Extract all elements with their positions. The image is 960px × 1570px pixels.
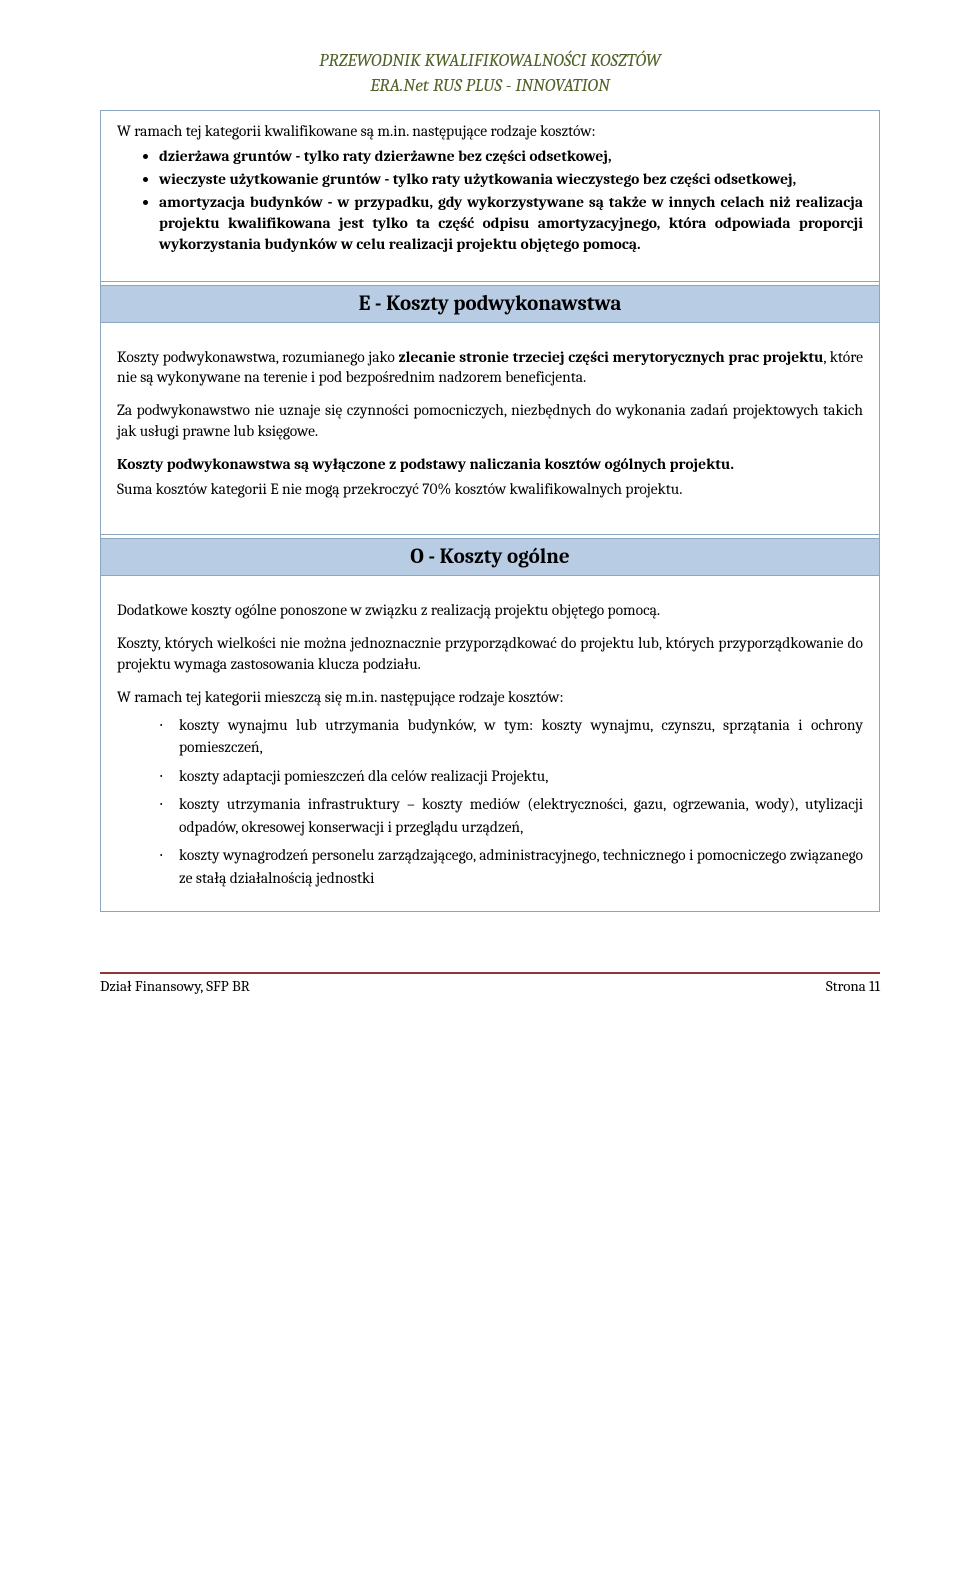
section-o-bullets: koszty wynajmu lub utrzymania budynków, … — [117, 714, 863, 889]
section-e-p4: Suma kosztów kategorii E nie mogą przekr… — [117, 479, 863, 500]
intro-lead: W ramach tej kategorii kwalifikowane są … — [117, 121, 863, 142]
section-e-body: Koszty podwykonawstwa, rozumianego jako … — [101, 323, 879, 535]
section-e-p3: Koszty podwykonawstwa są wyłączone z pod… — [117, 454, 863, 475]
intro-bullet-3: amortyzacja budynków - w przypadku, gdy … — [159, 192, 863, 255]
content-frame: W ramach tej kategorii kwalifikowane są … — [100, 110, 880, 912]
intro-bullet-1: dzierżawa gruntów - tylko raty dzierżawn… — [159, 146, 863, 167]
page: PRZEWODNIK KWALIFIKOWALNOŚCI KOSZTÓW ERA… — [0, 0, 960, 1025]
doc-header-line1: PRZEWODNIK KWALIFIKOWALNOŚCI KOSZTÓW — [100, 50, 880, 71]
footer-right: Strona 11 — [826, 977, 880, 995]
intro-bullets: dzierżawa gruntów - tylko raty dzierżawn… — [117, 146, 863, 255]
intro-bullet-2: wieczyste użytkowanie gruntów - tylko ra… — [159, 169, 863, 190]
section-o-bullet-3: koszty utrzymania infrastruktury – koszt… — [159, 793, 863, 838]
section-e-p1: Koszty podwykonawstwa, rozumianego jako … — [117, 347, 863, 389]
section-e-title: E - Koszty podwykonawstwa — [101, 285, 879, 323]
doc-header-line2: ERA.Net RUS PLUS - INNOVATION — [100, 75, 880, 96]
section-o-body: Dodatkowe koszty ogólne ponoszone w zwią… — [101, 576, 879, 911]
section-o-p3: W ramach tej kategorii mieszczą się m.in… — [117, 687, 863, 708]
intro-block: W ramach tej kategorii kwalifikowane są … — [101, 111, 879, 281]
section-o-bullet-4: koszty wynagrodzeń personelu zarządzając… — [159, 844, 863, 889]
section-o-title: O - Koszty ogólne — [101, 538, 879, 576]
section-o-bullet-2: koszty adaptacji pomieszczeń dla celów r… — [159, 765, 863, 787]
footer-rule — [100, 972, 880, 974]
section-o-bullet-1: koszty wynajmu lub utrzymania budynków, … — [159, 714, 863, 759]
footer-left: Dział Finansowy, SFP BR — [100, 977, 250, 995]
section-e-p2: Za podwykonawstwo nie uznaje się czynnoś… — [117, 400, 863, 442]
section-o-p2: Koszty, których wielkości nie można jedn… — [117, 633, 863, 675]
footer: Dział Finansowy, SFP BR Strona 11 — [100, 977, 880, 995]
section-o-p1: Dodatkowe koszty ogólne ponoszone w zwią… — [117, 600, 863, 621]
